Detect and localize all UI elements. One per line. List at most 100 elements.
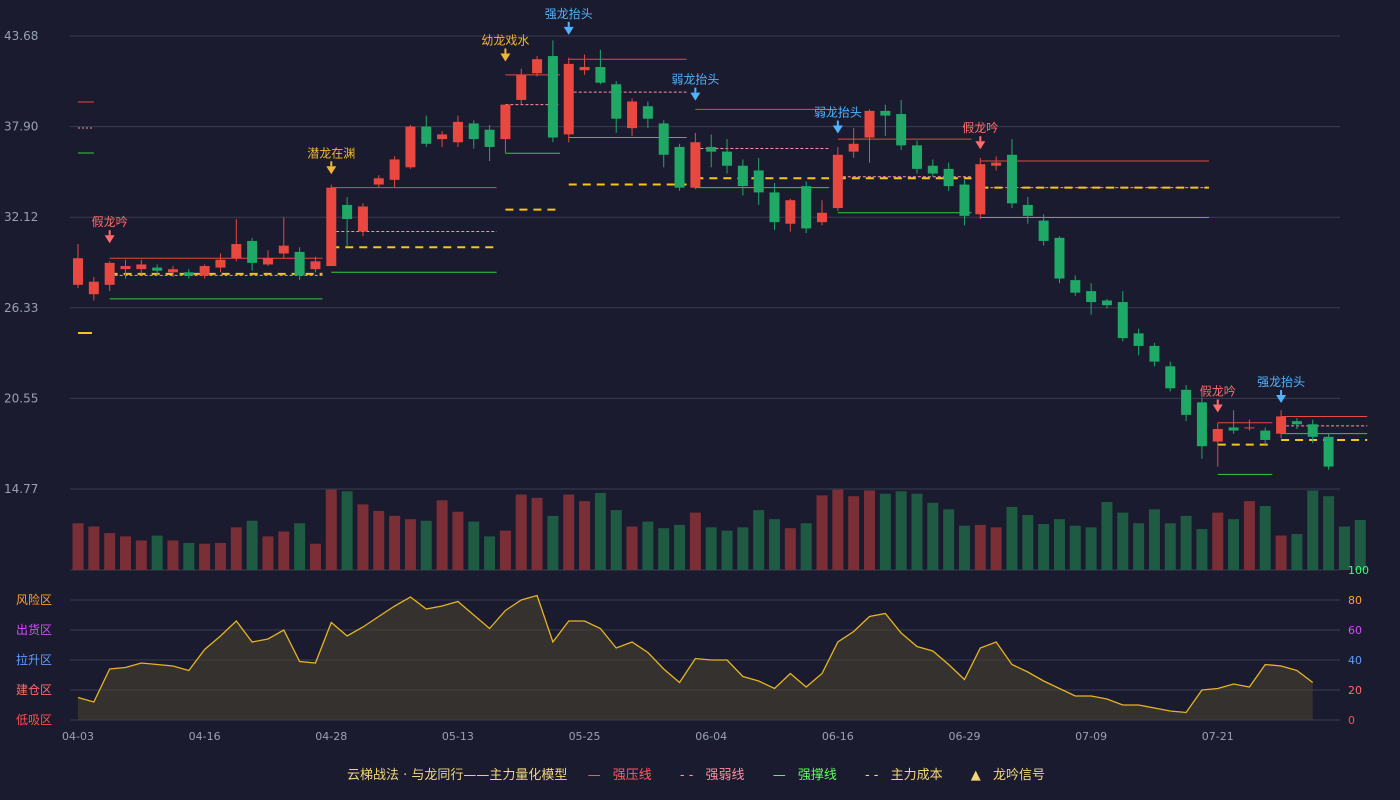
- volume-bar: [800, 523, 812, 570]
- candle: [706, 134, 717, 168]
- candle-body: [801, 186, 812, 229]
- volume-bar: [420, 520, 432, 570]
- zone-label: 出货区: [16, 622, 52, 637]
- candle-body: [769, 192, 780, 223]
- candle: [342, 197, 353, 246]
- candle-body: [579, 67, 590, 71]
- candle-body: [421, 126, 432, 144]
- volume-bar: [974, 524, 986, 570]
- volume-bar: [1180, 515, 1192, 570]
- candle-body: [389, 159, 400, 180]
- volume-bar: [183, 542, 195, 570]
- candle-body: [1070, 280, 1081, 293]
- candle: [183, 269, 194, 279]
- volume-bar: [1117, 512, 1129, 570]
- candle-body: [167, 269, 178, 273]
- signal-label: 弱龙抬头: [671, 73, 719, 87]
- candle: [500, 104, 511, 154]
- candle-body: [231, 244, 242, 259]
- osc-tick-label: 0: [1348, 714, 1355, 727]
- candle: [357, 203, 368, 237]
- signal-arrow-icon: [104, 235, 115, 244]
- candle: [1276, 410, 1287, 439]
- signal-arrow-icon: [1212, 404, 1223, 413]
- legend-signal: ▲ 龙吟信号: [970, 768, 1045, 783]
- candle: [785, 198, 796, 232]
- candle-body: [262, 258, 273, 265]
- volume-bar: [721, 530, 733, 570]
- volume-bar: [1148, 509, 1160, 570]
- zone-label: 建仓区: [16, 683, 52, 697]
- candle: [611, 81, 622, 133]
- legend-support: — 强撑线: [772, 768, 837, 783]
- volume-bar: [119, 536, 131, 570]
- volume-bar: [230, 527, 242, 570]
- candle-body: [1117, 302, 1128, 339]
- candle: [801, 181, 812, 234]
- oscillator-area: [77, 594, 1314, 720]
- volume-bar: [515, 494, 527, 570]
- candle-body: [215, 259, 226, 268]
- candle: [389, 156, 400, 188]
- candle: [120, 259, 131, 279]
- axis-labels: 43.68 37.90 32.12 26.33 20.55 14.77 100 80 60 40 2…: [4, 29, 1369, 743]
- candle-body: [706, 146, 717, 152]
- candle-body: [611, 84, 622, 119]
- candle: [690, 132, 701, 190]
- candle-body: [452, 121, 463, 143]
- volume-bar: [1323, 496, 1335, 570]
- signal-marker: 假龙吟: [1200, 383, 1236, 413]
- support-resistance-lines: [78, 58, 1368, 475]
- candle: [231, 219, 242, 262]
- candle: [421, 115, 432, 147]
- x-tick-label: 05-25: [569, 730, 601, 743]
- volume-bar: [1053, 519, 1065, 570]
- volume-bars: [72, 489, 1366, 570]
- candle: [484, 125, 495, 162]
- candle: [278, 217, 289, 259]
- candle: [563, 57, 574, 143]
- signal-marker: 强龙抬头: [1257, 375, 1305, 404]
- signal-marker: 幼龙戏水: [481, 33, 529, 62]
- candle-body: [73, 258, 83, 285]
- volume-bar: [151, 535, 163, 570]
- candle: [88, 276, 99, 301]
- candle-body: [991, 162, 1002, 166]
- candle-body: [152, 267, 163, 271]
- volume-bar: [468, 521, 480, 570]
- volume-bar: [658, 528, 670, 570]
- zone-label: 风险区: [16, 592, 52, 607]
- candle: [991, 156, 1002, 171]
- candle: [627, 98, 638, 136]
- candle: [674, 143, 685, 191]
- volume-bar: [990, 527, 1002, 570]
- zone-label: 低吸区: [16, 713, 52, 727]
- candle: [1323, 433, 1334, 470]
- x-tick-label: 06-16: [822, 730, 854, 743]
- signal-arrow-icon: [326, 166, 337, 175]
- candle-body: [310, 261, 321, 270]
- candle: [437, 131, 448, 147]
- osc-tick-label: 20: [1348, 684, 1362, 697]
- signal-arrow-icon: [1276, 395, 1287, 404]
- candle: [104, 261, 115, 292]
- candle-body: [911, 145, 922, 169]
- signal-label: 假龙吟: [1200, 383, 1236, 398]
- volume-bar: [1196, 529, 1208, 570]
- candle: [247, 237, 258, 271]
- volume-bar: [135, 540, 147, 570]
- candle: [911, 140, 922, 174]
- candle: [1006, 139, 1017, 209]
- volume-bar: [1228, 519, 1240, 570]
- volume-bar: [705, 527, 717, 570]
- volume-bar: [72, 523, 84, 570]
- candle: [1149, 342, 1160, 367]
- legend-pressure: — 强压线: [587, 768, 652, 783]
- volume-bar: [341, 491, 353, 570]
- candle-body: [1307, 424, 1318, 437]
- oscillator-line: [77, 594, 1314, 714]
- candle: [136, 259, 147, 274]
- volume-bar: [404, 519, 416, 570]
- x-tick-label: 07-21: [1202, 730, 1234, 743]
- candle-body: [547, 56, 558, 138]
